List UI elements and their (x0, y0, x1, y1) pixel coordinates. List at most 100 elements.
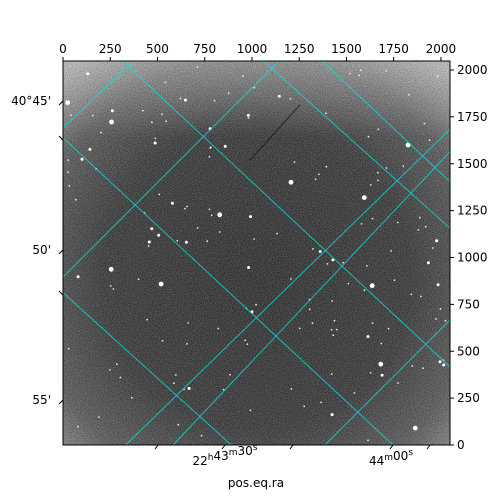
star (358, 74, 361, 77)
star (246, 113, 250, 117)
star (247, 117, 250, 119)
grid-line (63, 292, 233, 445)
star (412, 425, 418, 431)
star (137, 278, 140, 280)
star (417, 229, 420, 231)
star (335, 328, 338, 331)
right-tick-label: 500 (457, 344, 480, 358)
star (330, 413, 334, 417)
star (208, 208, 211, 211)
star (393, 279, 396, 282)
right-tick-label: 1000 (457, 251, 488, 265)
star (380, 373, 384, 377)
star (410, 293, 413, 296)
star (227, 92, 230, 95)
star (218, 231, 221, 233)
star (174, 374, 177, 376)
ra-m: 44 (369, 454, 384, 468)
star (311, 322, 314, 325)
left-dec-axis: 40°45' 50' 55' (11, 94, 64, 407)
star (332, 334, 335, 337)
star (158, 193, 161, 196)
star (130, 396, 133, 399)
stars-layer (65, 66, 447, 442)
star (213, 99, 216, 102)
star (108, 266, 114, 272)
star (68, 185, 71, 187)
star (229, 373, 231, 376)
ra-unit-superscript: s (408, 448, 413, 458)
star (184, 98, 187, 102)
left-tick (58, 249, 64, 255)
bottom-tick-label: 44m00s (369, 448, 413, 468)
star (109, 119, 114, 125)
top-tick-label: 1000 (237, 42, 268, 56)
right-tick-label: 1750 (457, 110, 488, 124)
star (308, 308, 311, 311)
star (98, 416, 100, 418)
star (146, 318, 149, 321)
left-tick-label: 50' (32, 243, 51, 257)
right-tick-label: 2000 (457, 63, 488, 77)
top-pixel-axis: 0 250 500 750 1000 1250 1500 1750 2000 (59, 42, 456, 61)
star (116, 363, 118, 366)
grid-line (172, 151, 450, 445)
star (303, 405, 306, 408)
star (431, 247, 434, 249)
star (428, 139, 431, 142)
bottom-tick (154, 444, 159, 450)
right-pixel-axis: 0 250 500 750 1000 1250 1500 1750 2000 (450, 63, 488, 452)
grid-line (324, 319, 450, 445)
star (411, 365, 414, 367)
star (217, 212, 223, 218)
ra-s: 30 (238, 444, 253, 458)
star (186, 205, 189, 208)
star (142, 109, 144, 112)
star (209, 147, 212, 150)
star (210, 214, 213, 217)
right-tick-label: 250 (457, 391, 480, 405)
star (253, 86, 256, 89)
top-tick-label: 2000 (426, 42, 457, 56)
ra-unit-superscript: m (384, 453, 393, 463)
left-tick (58, 290, 64, 296)
left-tick-label: 40°45' (11, 94, 51, 108)
star (360, 223, 363, 225)
ra-m: 43 (213, 449, 228, 463)
star (367, 439, 369, 442)
star (371, 217, 374, 220)
star (70, 114, 72, 117)
star (151, 121, 153, 124)
star (249, 409, 252, 412)
right-tick-label: 1500 (457, 157, 488, 171)
ra-unit-superscript: h (208, 453, 214, 463)
star (91, 114, 94, 117)
star (110, 109, 114, 113)
star (367, 135, 370, 138)
star (276, 232, 278, 235)
star (325, 165, 328, 168)
star (161, 339, 164, 342)
star (170, 201, 174, 205)
top-tick-label: 750 (193, 42, 216, 56)
satellite-trail (249, 104, 301, 161)
star (249, 215, 252, 219)
star (208, 155, 211, 158)
star (176, 239, 179, 242)
star (147, 240, 151, 244)
star (333, 319, 336, 322)
star (200, 434, 203, 437)
sky-image (63, 61, 450, 445)
star (157, 233, 161, 237)
star (331, 300, 333, 302)
star (439, 308, 442, 310)
star (377, 128, 380, 131)
star (88, 147, 92, 151)
star (109, 369, 111, 371)
star (206, 240, 209, 243)
star (217, 327, 220, 330)
top-tick-label: 1500 (331, 42, 362, 56)
star (119, 376, 122, 379)
